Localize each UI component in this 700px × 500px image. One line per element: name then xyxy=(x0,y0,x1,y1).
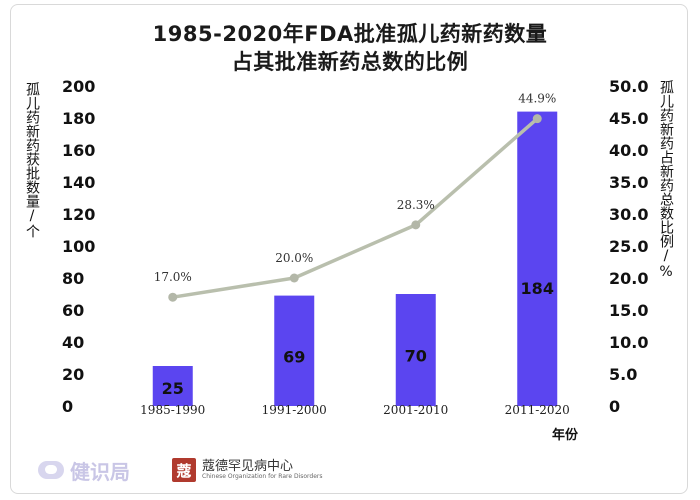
y-left-tick-label: 60 xyxy=(62,301,84,320)
ratio-point xyxy=(168,292,178,302)
bar xyxy=(274,295,315,406)
ratio-data-label: 28.3% xyxy=(397,198,435,212)
footer-left-brand-text: 健识局 xyxy=(70,459,130,484)
y-right-tick-label: 50.0 xyxy=(609,77,648,96)
y-left-tick-label: 20 xyxy=(62,365,84,384)
x-tick-label: 1985-1990 xyxy=(140,403,205,417)
footer-right-brand-en: Chinese Organization for Rare Disorders xyxy=(202,472,323,480)
footer-brand-left: 健识局 xyxy=(38,455,130,485)
ratio-data-label: 44.9% xyxy=(518,92,556,106)
y-right-tick-label: 35.0 xyxy=(609,173,648,192)
bar xyxy=(152,366,193,406)
bar xyxy=(517,111,558,406)
y-right-axis-label: 孤儿药新药占新药总数比例/% xyxy=(658,80,674,280)
y-left-tick-label: 80 xyxy=(62,269,84,288)
y-left-axis-label: 孤儿药新药获批数量/个 xyxy=(24,82,40,238)
y-left-tick-label: 40 xyxy=(62,333,84,352)
y-left-tick-label: 200 xyxy=(62,77,95,96)
chart-title-line2: 占其批准新药总数的比例 xyxy=(231,50,469,74)
bar-value-label: 69 xyxy=(283,347,305,366)
y-left-tick-label: 0 xyxy=(62,397,73,416)
bar-value-label: 70 xyxy=(405,347,427,366)
y-right-tick-label: 15.0 xyxy=(609,301,648,320)
ratio-point xyxy=(411,220,421,230)
y-left-tick-label: 120 xyxy=(62,205,95,224)
x-tick-label: 1991-2000 xyxy=(262,403,327,417)
chart-frame xyxy=(10,4,688,494)
ratio-data-label: 17.0% xyxy=(154,270,192,284)
seal-logo-icon: 蔻 xyxy=(172,458,196,482)
ratio-point xyxy=(289,273,299,283)
y-left-tick-label: 100 xyxy=(62,237,95,256)
chart-title-line1: 1985-2020年FDA批准孤儿药新药数量 xyxy=(152,22,548,46)
ratio-data-label: 20.0% xyxy=(275,251,313,265)
y-right-tick-label: 5.0 xyxy=(609,365,637,384)
x-tick-label: 2001-2010 xyxy=(383,403,448,417)
y-left-tick-label: 180 xyxy=(62,109,95,128)
y-right-tick-label: 30.0 xyxy=(609,205,648,224)
chat-bubble-logo-icon xyxy=(38,461,64,479)
y-right-tick-label: 45.0 xyxy=(609,109,648,128)
ratio-point xyxy=(532,114,542,124)
footer-brand-right: 蔻 蔻德罕见病中心 Chinese Organization for Rare … xyxy=(172,455,323,485)
x-tick-label: 2011-2020 xyxy=(505,403,570,417)
x-axis-unit-label: 年份 xyxy=(552,428,579,443)
y-right-tick-label: 10.0 xyxy=(609,333,648,352)
bar-value-label: 184 xyxy=(521,279,554,298)
y-right-tick-label: 25.0 xyxy=(609,237,648,256)
bar-value-label: 25 xyxy=(162,379,184,398)
footer-right-brand-cn: 蔻德罕见病中心 xyxy=(202,458,294,474)
y-right-tick-label: 20.0 xyxy=(609,269,648,288)
ratio-line xyxy=(172,117,539,299)
bar xyxy=(395,294,436,406)
y-right-tick-label: 0 xyxy=(609,397,620,416)
y-left-tick-label: 160 xyxy=(62,141,95,160)
y-left-tick-label: 140 xyxy=(62,173,95,192)
y-right-tick-label: 40.0 xyxy=(609,141,648,160)
